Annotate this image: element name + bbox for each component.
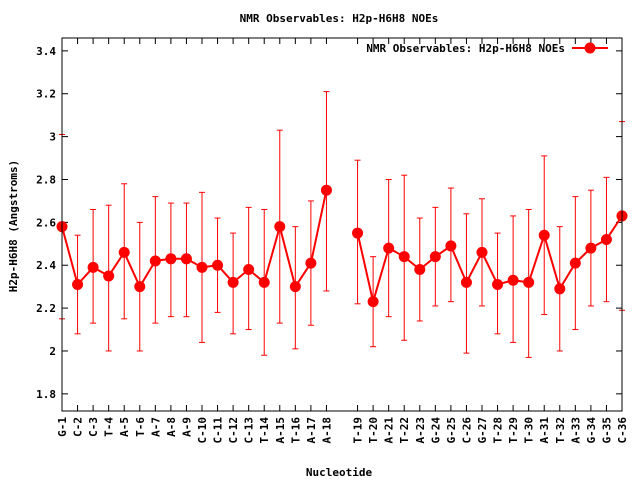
data-point — [305, 257, 317, 269]
data-point — [429, 251, 441, 263]
data-point — [320, 184, 332, 196]
x-tick-label: G-27 — [476, 417, 489, 444]
x-tick-label: A-23 — [414, 417, 427, 444]
data-point — [289, 281, 301, 293]
data-point — [460, 276, 472, 288]
x-tick-label: A-21 — [383, 417, 396, 444]
x-tick-label: C-36 — [616, 417, 629, 444]
y-tick-label: 2 — [49, 345, 56, 358]
x-tick-label: A-15 — [274, 417, 287, 444]
data-point — [398, 251, 410, 263]
data-point — [134, 281, 146, 293]
legend: NMR Observables: H2p-H6H8 NOEs — [366, 42, 608, 55]
data-point — [554, 283, 566, 295]
y-axis-label: H2p-H6H8 (Angstroms) — [7, 160, 20, 292]
x-tick-label: A-8 — [165, 417, 178, 437]
x-tick-label: A-9 — [180, 417, 193, 437]
x-tick-label: C-11 — [212, 417, 225, 444]
chart-title: NMR Observables: H2p-H6H8 NOEs — [240, 12, 439, 25]
data-point — [87, 261, 99, 273]
x-tick-label: A-18 — [320, 417, 333, 444]
data-point — [476, 246, 488, 258]
data-point — [414, 264, 426, 276]
y-tick-label: 2.4 — [36, 259, 56, 272]
data-point — [196, 261, 208, 273]
data-point — [352, 227, 364, 239]
legend-marker — [584, 42, 596, 54]
x-tick-label: T-4 — [103, 417, 116, 437]
y-tick-label: 2.8 — [36, 173, 56, 186]
x-tick-label: T-30 — [523, 417, 536, 444]
data-point — [585, 242, 597, 254]
data-point — [165, 253, 177, 265]
x-tick-label: A-31 — [538, 417, 551, 444]
x-tick-label: T-14 — [258, 417, 271, 444]
data-point — [600, 234, 612, 246]
data-point — [180, 253, 192, 265]
series-line — [356, 215, 623, 306]
y-tick-label: 1.8 — [36, 388, 56, 401]
x-tick-label: G-34 — [585, 417, 598, 444]
x-tick-label: A-7 — [149, 417, 162, 437]
x-tick-label: T-29 — [507, 417, 520, 444]
x-axis-label: Nucleotide — [306, 466, 373, 479]
x-tick-label: G-24 — [429, 417, 442, 444]
y-tick-label: 3.2 — [36, 88, 56, 101]
data-point — [212, 259, 224, 271]
data-point — [274, 221, 286, 233]
x-tick-label: C-13 — [243, 417, 256, 444]
y-tick-label: 3 — [49, 131, 56, 144]
x-tick-label: A-33 — [569, 417, 582, 444]
data-point — [243, 264, 255, 276]
legend-label: NMR Observables: H2p-H6H8 NOEs — [366, 42, 565, 55]
data-point — [569, 257, 581, 269]
y-tick-label: 2.2 — [36, 302, 56, 315]
x-tick-label: C-10 — [196, 417, 209, 444]
x-tick-label: T-19 — [352, 417, 365, 444]
x-tick-label: C-3 — [87, 417, 100, 437]
x-tick-label: T-32 — [554, 417, 567, 444]
data-point — [367, 296, 379, 308]
x-tick-label: G-35 — [600, 417, 613, 444]
x-tick-label: T-28 — [492, 417, 505, 444]
plot-frame — [61, 37, 623, 412]
x-tick-label: G-25 — [445, 417, 458, 444]
x-tick-label: C-26 — [460, 417, 473, 444]
data-point — [507, 274, 519, 286]
x-tick-label: T-22 — [398, 417, 411, 444]
data-point — [103, 270, 115, 282]
y-tick-label: 2.6 — [36, 216, 56, 229]
data-point — [72, 279, 84, 291]
data-point — [149, 255, 161, 267]
data-point — [538, 229, 550, 241]
x-tick-label: G-1 — [56, 417, 69, 437]
x-tick-label: T-16 — [289, 417, 302, 444]
data-point — [383, 242, 395, 254]
data-point — [258, 276, 270, 288]
x-tick-label: A-17 — [305, 417, 318, 444]
x-tick-label: T-6 — [134, 417, 147, 437]
plot-area: 1.822.22.42.62.833.23.4G-1 C-2 C-3 T-4 A-5 T-… — [36, 38, 629, 444]
x-tick-label: C-12 — [227, 417, 240, 444]
x-tick-label: C-2 — [72, 417, 85, 437]
data-point — [492, 279, 504, 291]
data-point — [445, 240, 457, 252]
data-point — [227, 276, 239, 288]
data-point — [118, 246, 130, 258]
series-line — [61, 189, 328, 290]
x-tick-label: T-20 — [367, 417, 380, 444]
y-tick-label: 3.4 — [36, 45, 56, 58]
x-tick-label: A-5 — [118, 417, 131, 437]
data-point — [523, 276, 535, 288]
